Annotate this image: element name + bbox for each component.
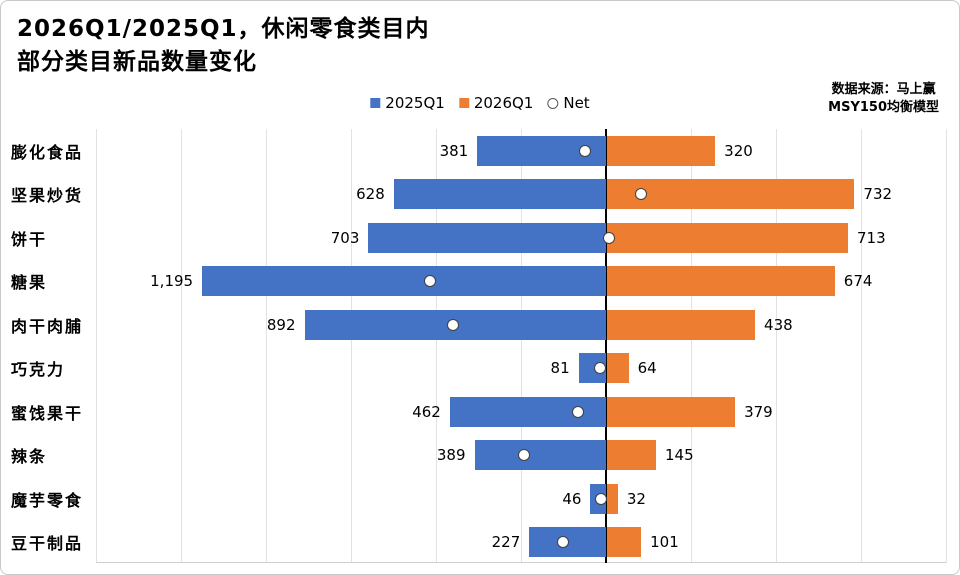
bar-2026q1 (607, 179, 855, 210)
value-label-2026q1: 379 (744, 402, 773, 421)
legend-label-net: Net (563, 94, 590, 112)
bar-2025q1 (368, 222, 606, 253)
chart-area: 膨化食品 381 320 坚果炒货 628 732 饼干 703 713 糖果 1,195 674 肉干… (1, 129, 959, 565)
value-label-2025q1: 389 (436, 446, 466, 465)
legend-label-2026q1: 2026Q1 (473, 94, 534, 112)
data-source-line1: 数据来源：马上赢 (831, 82, 936, 97)
bar-2026q1 (607, 396, 736, 427)
x-axis-baseline (96, 562, 946, 563)
bar-2025q1 (474, 440, 606, 471)
gridline (96, 129, 97, 563)
category-label: 膨化食品 (11, 142, 84, 162)
category-label: 饼干 (11, 229, 48, 249)
legend-item-2026q1: 2026Q1 (458, 94, 534, 112)
legend-item-net: Net (547, 94, 590, 112)
bar-2025q1 (202, 266, 606, 297)
net-marker (594, 362, 607, 375)
category-label: 蜜饯果干 (11, 403, 84, 423)
chart-title: 2026Q1/2025Q1，休闲零食类目内 部分类目新品数量变化 (17, 13, 430, 79)
gridline (861, 129, 862, 563)
value-label-2026q1: 101 (650, 533, 679, 552)
net-marker (557, 536, 570, 549)
bar-2026q1 (607, 483, 618, 514)
legend-swatch-orange-icon (458, 98, 469, 108)
gridline (181, 129, 182, 563)
value-label-2025q1: 1,195 (150, 272, 194, 291)
legend-item-2025q1: 2025Q1 (370, 94, 445, 112)
value-label-2025q1: 462 (412, 402, 441, 421)
gridline (351, 129, 352, 563)
category-label: 魔芋零食 (11, 490, 84, 510)
value-label-2026q1: 438 (764, 315, 793, 334)
zero-axis-line (605, 129, 607, 563)
value-label-2026q1: 674 (843, 272, 873, 291)
value-label-2025q1: 892 (266, 315, 296, 334)
net-marker (517, 449, 530, 462)
gridline (436, 129, 437, 563)
value-label-2025q1: 81 (550, 359, 570, 378)
net-marker (635, 188, 648, 201)
gridline (776, 129, 777, 563)
value-label-2025q1: 227 (491, 533, 521, 552)
value-label-2026q1: 320 (724, 141, 753, 160)
gridline (521, 129, 522, 563)
bar-2026q1 (607, 222, 848, 253)
gridline (691, 129, 692, 563)
net-marker (423, 275, 436, 288)
category-label: 糖果 (11, 273, 48, 293)
value-label-2026q1: 64 (637, 359, 657, 378)
legend: 2025Q1 2026Q1 Net (370, 94, 590, 112)
gridline (946, 129, 947, 563)
legend-swatch-net-circle-icon (547, 97, 559, 109)
bar-2026q1 (607, 527, 642, 558)
value-label-2026q1: 732 (863, 185, 893, 204)
bar-2026q1 (607, 353, 629, 384)
bar-2026q1 (607, 440, 656, 471)
net-marker (603, 231, 616, 244)
value-label-2025q1: 381 (439, 141, 469, 160)
data-source-line2: MSY150均衡模型 (828, 100, 939, 115)
gridline (266, 129, 267, 563)
bar-2025q1 (393, 179, 606, 210)
net-marker (595, 492, 608, 505)
value-label-2026q1: 713 (856, 228, 886, 247)
legend-label-2025q1: 2025Q1 (385, 94, 445, 112)
category-label: 辣条 (11, 447, 48, 467)
category-label: 豆干制品 (11, 534, 84, 554)
net-marker (446, 318, 459, 331)
net-marker (579, 144, 592, 157)
data-source-note: 数据来源：马上赢 MSY150均衡模型 (828, 81, 939, 117)
value-label-2025q1: 628 (356, 185, 385, 204)
chart-title-line1: 2026Q1/2025Q1，休闲零食类目内 (17, 16, 430, 42)
value-label-2026q1: 145 (665, 446, 694, 465)
category-label: 肉干肉脯 (11, 316, 84, 336)
value-label-2025q1: 703 (330, 228, 360, 247)
category-label: 巧克力 (11, 360, 66, 380)
chart-title-line2: 部分类目新品数量变化 (17, 49, 257, 75)
bar-2026q1 (607, 266, 835, 297)
legend-swatch-blue-icon (370, 98, 381, 108)
value-label-2025q1: 46 (562, 489, 582, 508)
value-label-2026q1: 32 (626, 489, 646, 508)
bar-2026q1 (607, 135, 716, 166)
bar-2026q1 (607, 309, 756, 340)
net-marker (571, 405, 584, 418)
category-label: 坚果炒货 (11, 186, 84, 206)
